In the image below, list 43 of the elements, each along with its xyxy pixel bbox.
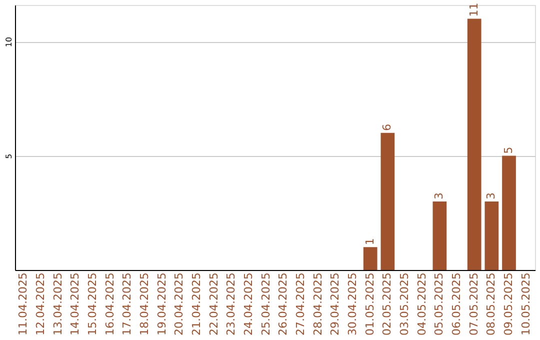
data-label: 3	[484, 192, 498, 200]
x-tick-label: 14.04.2025	[68, 272, 82, 336]
data-label: 11	[467, 2, 480, 17]
bar	[363, 247, 378, 270]
y-tick-label: 10	[4, 36, 14, 48]
bar	[502, 156, 516, 270]
x-tick-label: 05.05.2025	[432, 272, 446, 336]
bar	[380, 132, 395, 270]
x-tick-label: 22.04.2025	[207, 272, 220, 336]
x-tick-label: 27.04.2025	[294, 272, 307, 336]
x-tick-label: 18.04.2025	[138, 272, 151, 336]
x-tick-label: 29.04.2025	[328, 272, 342, 336]
x-tick-label: 03.05.2025	[398, 272, 411, 336]
x-tick-label: 11.04.2025	[16, 272, 30, 336]
bar	[484, 201, 499, 270]
x-tick-label: 08.05.2025	[484, 272, 498, 336]
x-tick-label: 25.04.2025	[259, 272, 272, 336]
x-tick-label: 01.05.2025	[363, 272, 376, 336]
x-tick-label: 19.04.2025	[155, 272, 168, 336]
x-tick-label: 17.04.2025	[120, 272, 134, 336]
data-label: 1	[363, 238, 376, 246]
x-tick-label: 13.04.2025	[51, 272, 64, 336]
x-tick-label: 30.04.2025	[346, 272, 359, 336]
bar	[467, 18, 482, 270]
x-tick-label: 06.05.2025	[450, 272, 463, 336]
x-tick-label: 21.04.2025	[190, 272, 203, 336]
x-tick-label: 10.05.2025	[519, 272, 532, 336]
x-tick-label: 20.04.2025	[172, 272, 186, 336]
data-label: 6	[380, 124, 394, 131]
x-tick-label: 07.05.2025	[467, 272, 480, 336]
x-tick-label: 15.04.2025	[86, 272, 99, 336]
data-label: 5	[502, 146, 515, 154]
bar	[432, 201, 447, 270]
x-tick-label: 23.04.2025	[224, 272, 238, 336]
x-tick-label: 16.04.2025	[103, 272, 116, 336]
x-tick-label: 26.04.2025	[276, 272, 290, 336]
x-tick-label: 24.04.2025	[242, 272, 255, 336]
data-label: 3	[432, 192, 446, 200]
x-tick-label: 28.04.2025	[311, 272, 324, 336]
x-tick-label: 02.05.2025	[380, 272, 394, 336]
x-tick-label: 12.04.2025	[34, 272, 47, 336]
x-tick-label: 09.05.2025	[502, 272, 515, 336]
x-tick-label: 04.05.2025	[415, 272, 428, 336]
